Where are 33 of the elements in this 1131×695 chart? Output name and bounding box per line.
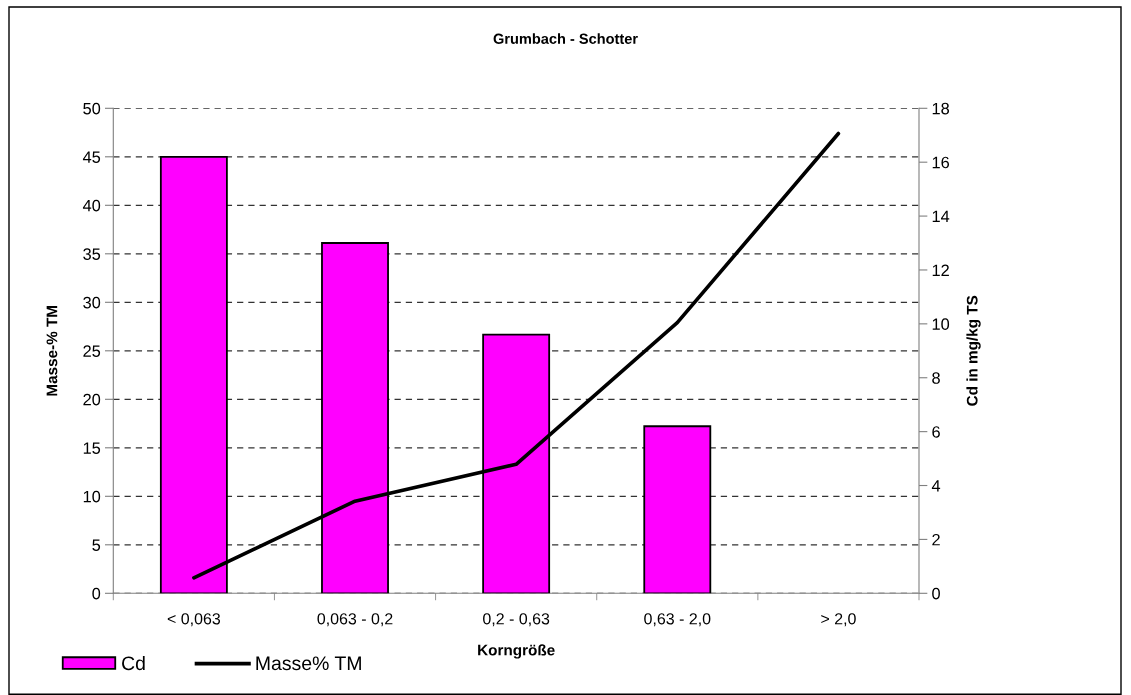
- chart-title: Grumbach - Schotter: [493, 33, 638, 44]
- y2-tick-label: 12: [932, 264, 949, 276]
- y2-tick-label: 4: [931, 480, 941, 492]
- y-tick-label: 0: [92, 587, 101, 600]
- x-tick-label: 0,063 - 0,2: [317, 613, 393, 627]
- y-tick-label: 5: [92, 539, 101, 551]
- y-tick-label: 50: [83, 102, 101, 115]
- x-axis-title: Korngröße: [478, 644, 555, 659]
- y-tick-label: 40: [82, 199, 101, 212]
- y-tick-label: 45: [82, 151, 101, 163]
- y2-tick-label: 18: [932, 102, 950, 115]
- x-tick-label: > 2,0: [821, 613, 856, 627]
- y-axis-title: Masse-% TM: [46, 305, 58, 396]
- x-tick-label: 0,63 - 2,0: [644, 613, 711, 627]
- x-tick-label: 0,2 - 0,63: [483, 613, 550, 627]
- y-tick-label: 30: [83, 296, 101, 309]
- y-tick-label: 15: [83, 442, 101, 454]
- y2-tick-label: 8: [932, 372, 940, 384]
- y2-axis-title: Cd in mg/kg TS: [966, 295, 981, 406]
- bar: [643, 425, 712, 594]
- y-tick-label: 10: [83, 490, 101, 503]
- y2-tick-label: 16: [932, 156, 950, 169]
- y2-tick-label: 0: [932, 587, 940, 600]
- y2-tick-label: 2: [932, 533, 940, 546]
- y-tick-label: 35: [83, 248, 101, 260]
- legend-label: Masse% TM: [256, 656, 361, 671]
- y2-tick-label: 10: [932, 318, 950, 330]
- x-tick-label: < 0,063: [167, 613, 221, 627]
- y2-tick-label: 14: [932, 210, 950, 223]
- legend-label: Cd: [122, 655, 145, 671]
- y-tick-label: 25: [83, 345, 101, 357]
- y2-tick-label: 6: [932, 426, 940, 438]
- y-tick-label: 20: [83, 393, 101, 406]
